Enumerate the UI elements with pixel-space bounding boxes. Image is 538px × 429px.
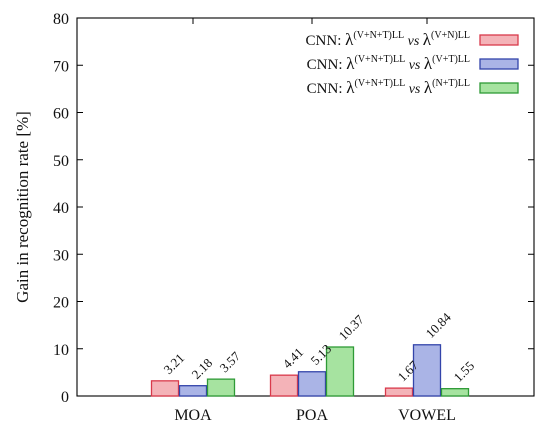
legend-entry-label: CNN: λ(V+N+T)LL vs λ(V+T)LL <box>307 54 470 73</box>
bar-value-label: 3.57 <box>217 348 244 375</box>
legend-swatch <box>479 34 519 46</box>
bar-value-label: 2.18 <box>189 355 216 382</box>
y-tick-label: 0 <box>61 389 69 406</box>
bar <box>325 346 355 397</box>
bar <box>206 378 236 397</box>
bar <box>150 380 180 397</box>
y-tick-label: 20 <box>53 295 69 312</box>
bars <box>150 344 470 397</box>
legend-entry-label: CNN: λ(V+N+T)LL vs λ(V+N)LL <box>306 30 470 49</box>
plot-frame <box>76 17 535 397</box>
legend-swatch <box>479 58 519 70</box>
legend-entry-label: CNN: λ(V+N+T)LL vs λ(N+T)LL <box>307 78 470 97</box>
legend: CNN: λ(V+N+T)LL vs λ(V+N)LL CNN: λ(V+N+T)… <box>306 30 519 97</box>
bar <box>412 344 442 397</box>
bar <box>297 371 327 397</box>
y-axis-title: Gain in recognition rate [%] <box>13 111 32 303</box>
bar <box>440 388 470 397</box>
x-category-label: MOA <box>174 407 212 424</box>
x-category-label: POA <box>296 407 328 424</box>
axes: 0 10 20 30 40 50 60 70 80 MOA POA VOWEL <box>53 11 535 424</box>
bar <box>178 385 208 397</box>
bar-value-label: 1.55 <box>451 358 478 385</box>
bar-value-label: 10.84 <box>423 309 455 341</box>
bar <box>269 374 299 397</box>
y-tick-label: 30 <box>53 247 69 264</box>
bar-value-label: 3.21 <box>161 350 188 377</box>
y-tick-label: 10 <box>53 342 69 359</box>
y-tick-label: 50 <box>53 153 69 170</box>
y-tick-label: 80 <box>53 11 69 28</box>
bar-value-label: 4.41 <box>280 345 307 372</box>
y-tick-label: 60 <box>53 106 69 123</box>
x-category-label: VOWEL <box>398 407 456 424</box>
bar-value-label: 10.37 <box>336 311 368 343</box>
bar <box>384 387 414 397</box>
legend-swatch <box>479 82 519 94</box>
y-tick-label: 40 <box>53 200 69 217</box>
y-tick-label: 70 <box>53 58 69 75</box>
